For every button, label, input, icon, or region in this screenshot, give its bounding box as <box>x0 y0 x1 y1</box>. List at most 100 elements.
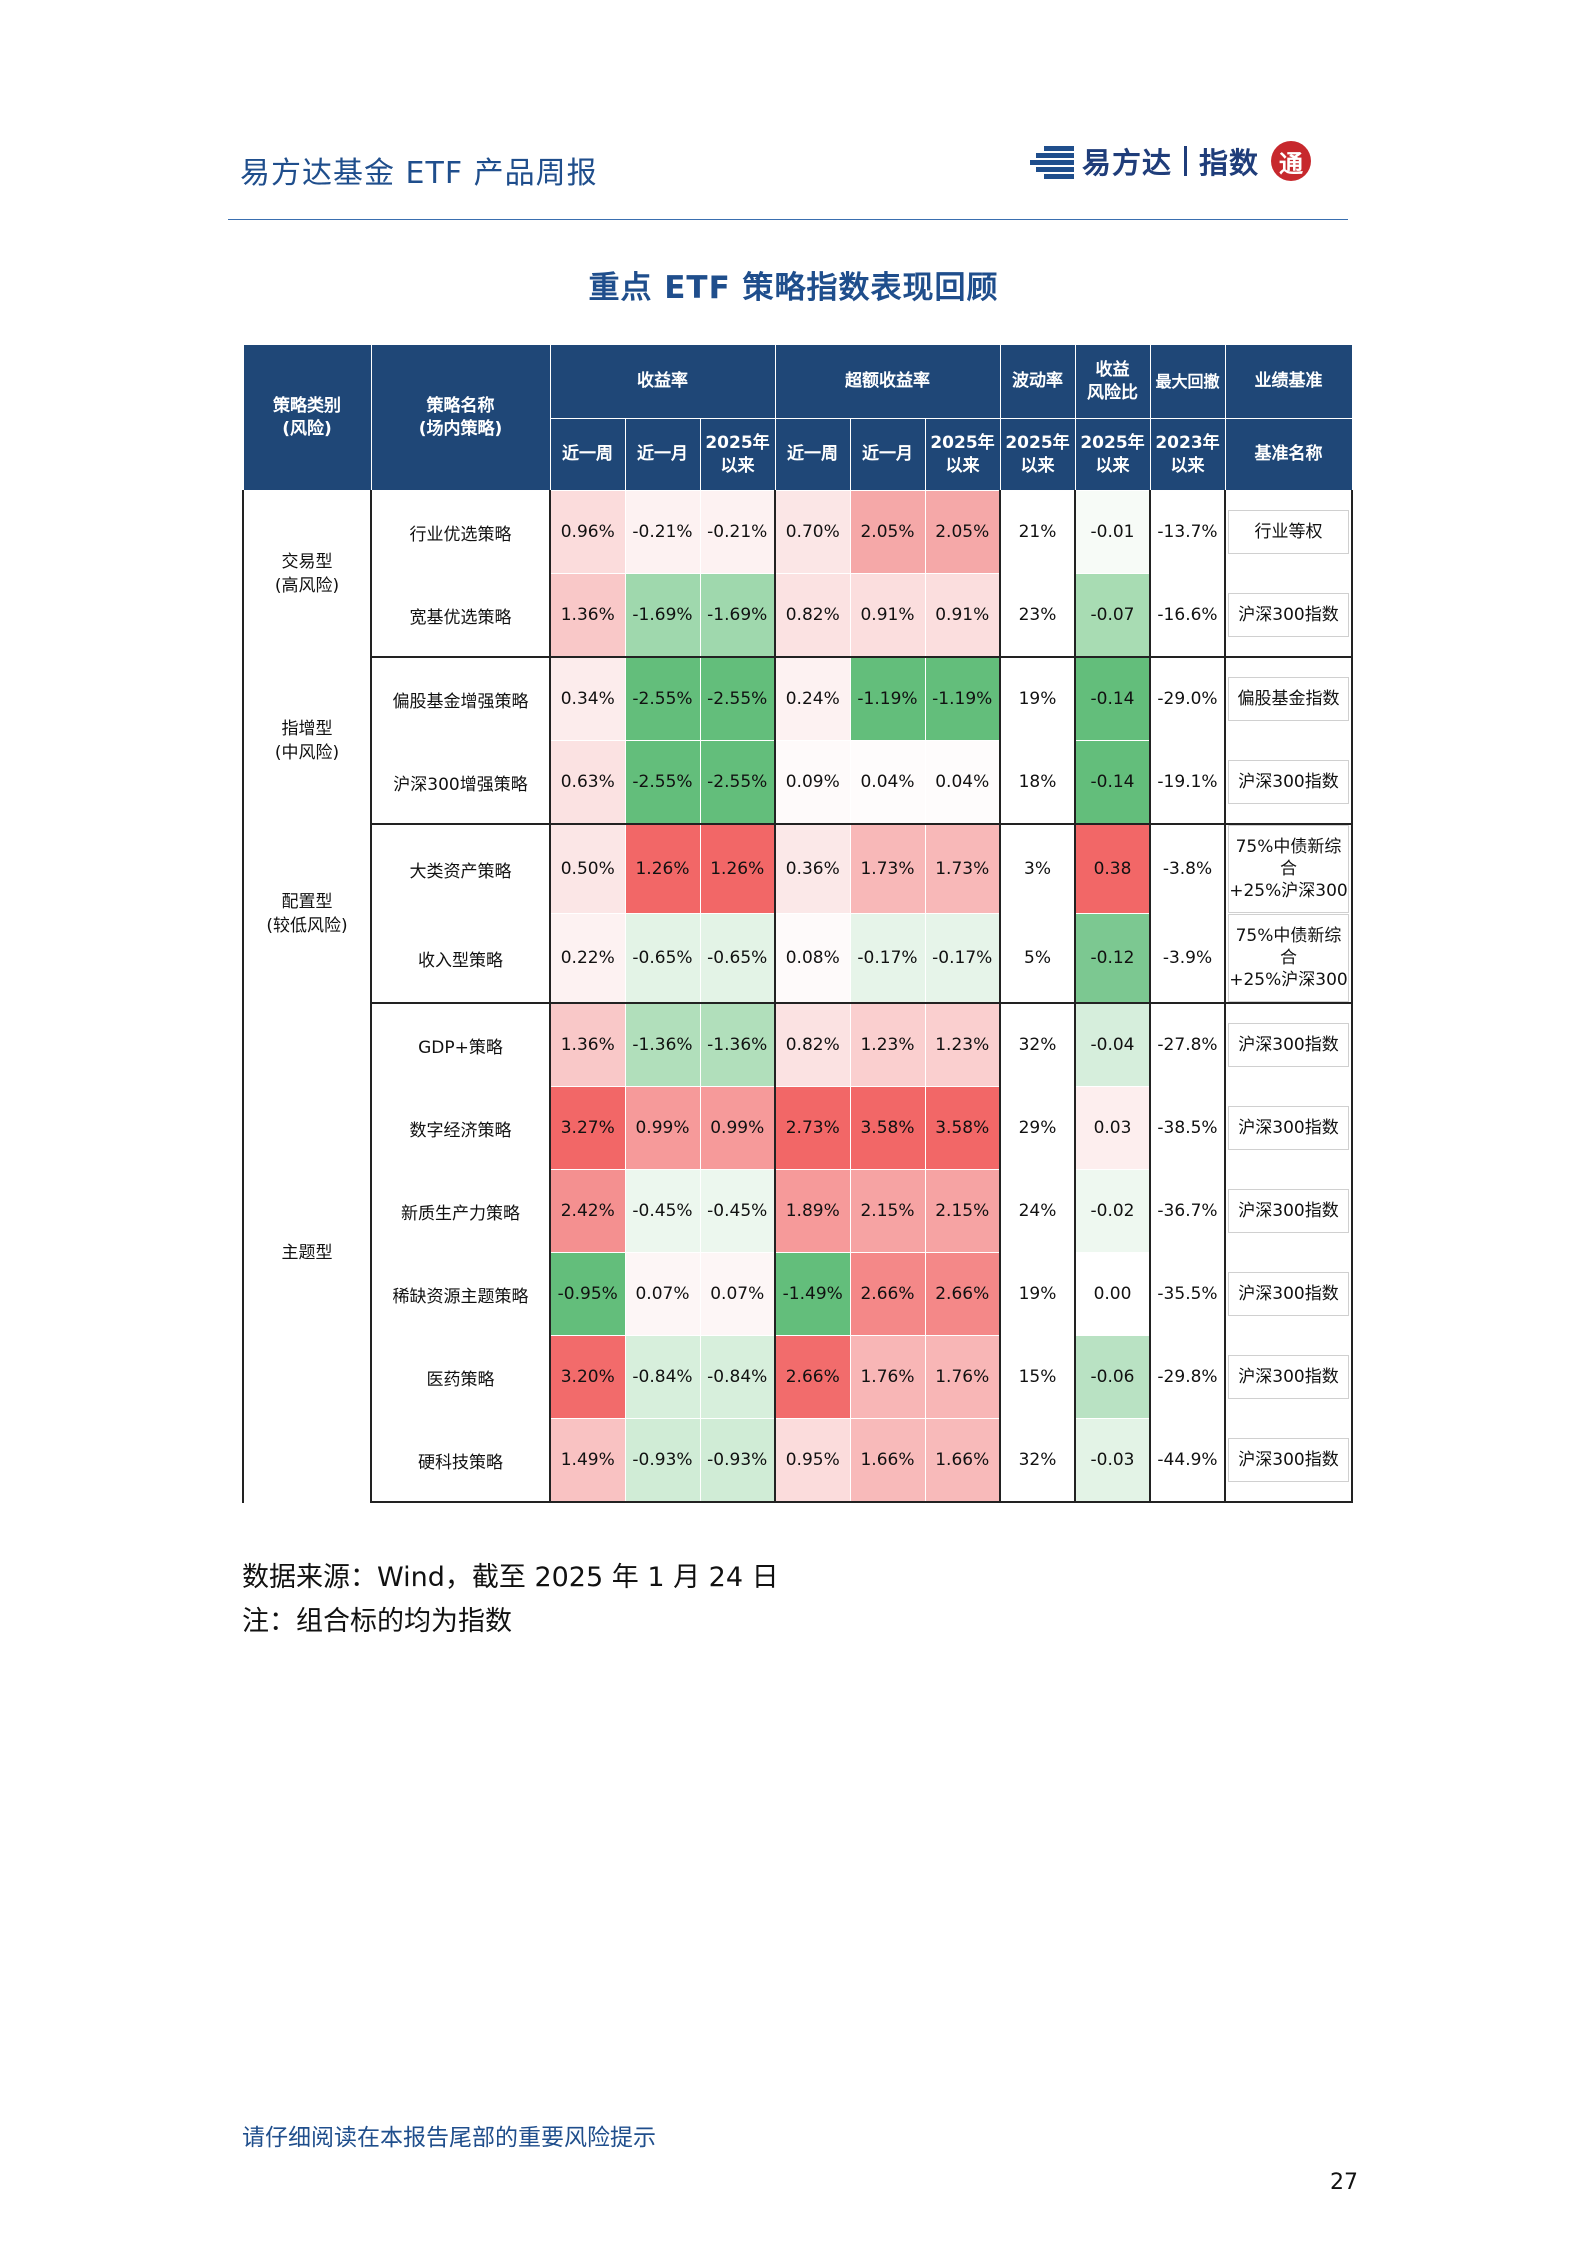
data-source-note: 数据来源：Wind，截至 2025 年 1 月 24 日 <box>242 1562 779 1593</box>
return-ytd-cell: 0.99% <box>700 1086 776 1170</box>
excess-ytd-cell: 1.73% <box>925 824 1001 914</box>
excess-ytd-cell: 2.66% <box>925 1252 1001 1336</box>
return-week-cell: 1.36% <box>550 573 626 658</box>
benchmark-name: 沪深300指数 <box>1228 593 1349 637</box>
benchmark-cell: 偏股基金指数 <box>1225 657 1353 741</box>
logo-brand-text: 易方达 <box>1082 146 1173 180</box>
strategy-name-cell: 医药策略 <box>371 1335 551 1419</box>
header-return-risk-ratio: 收益 风险比 <box>1074 344 1151 419</box>
benchmark-cell: 75%中债新综合 +25%沪深300 <box>1225 824 1353 914</box>
return-month-cell: -1.69% <box>625 573 701 658</box>
subheader-volatility-ytd: 2025年 以来 <box>999 418 1076 491</box>
excess-month-cell: 2.05% <box>850 490 926 574</box>
benchmark-cell: 75%中债新综合 +25%沪深300 <box>1225 913 1353 1004</box>
subheader-return-month: 近一月 <box>624 418 701 491</box>
excess-month-cell: 3.58% <box>850 1086 926 1170</box>
header-benchmark: 业绩基准 <box>1224 344 1353 419</box>
table-row: 硬科技策略 1.49% -0.93% -0.93% 0.95% 1.66% 1.66% 32%… <box>243 1418 1353 1503</box>
logo-separator <box>1184 146 1188 176</box>
page-title: 重点 ETF 策略指数表现回顾 <box>588 270 999 306</box>
return-month-cell: -0.84% <box>625 1335 701 1419</box>
excess-week-cell: 0.09% <box>775 740 851 825</box>
excess-month-cell: 0.91% <box>850 573 926 658</box>
excess-ytd-cell: 2.15% <box>925 1169 1001 1253</box>
subheader-return-ytd: 2025年 以来 <box>699 418 776 491</box>
return-ytd-cell: -2.55% <box>700 657 776 741</box>
max-drawdown-cell: -36.7% <box>1150 1169 1226 1253</box>
excess-month-cell: 1.23% <box>850 1003 926 1087</box>
benchmark-cell: 行业等权 <box>1225 490 1353 574</box>
return-month-cell: -0.21% <box>625 490 701 574</box>
max-drawdown-cell: -16.6% <box>1150 573 1226 658</box>
volatility-cell: 5% <box>1000 913 1076 1004</box>
return-week-cell: 0.50% <box>550 824 626 914</box>
return-week-cell: 1.49% <box>550 1418 626 1503</box>
volatility-cell: 29% <box>1000 1086 1076 1170</box>
excess-month-cell: -0.17% <box>850 913 926 1004</box>
table-row: 数字经济策略 3.27% 0.99% 0.99% 2.73% 3.58% 3.58% 29% 0… <box>243 1086 1353 1170</box>
return-week-cell: 2.42% <box>550 1169 626 1253</box>
return-ytd-cell: -0.93% <box>700 1418 776 1503</box>
return-week-cell: 0.96% <box>550 490 626 574</box>
excess-week-cell: 0.82% <box>775 573 851 658</box>
subheader-excess-ytd: 2025年 以来 <box>924 418 1001 491</box>
return-week-cell: 0.34% <box>550 657 626 741</box>
max-drawdown-cell: -19.1% <box>1150 740 1226 825</box>
excess-ytd-cell: 0.91% <box>925 573 1001 658</box>
excess-week-cell: 2.73% <box>775 1086 851 1170</box>
excess-month-cell: 2.66% <box>850 1252 926 1336</box>
excess-ytd-cell: 2.05% <box>925 490 1001 574</box>
return-ytd-cell: -2.55% <box>700 740 776 825</box>
header-max-drawdown: 最大回撤 <box>1149 344 1226 419</box>
benchmark-cell: 沪深300指数 <box>1225 740 1353 825</box>
return-month-cell: -0.93% <box>625 1418 701 1503</box>
excess-week-cell: -1.49% <box>775 1252 851 1336</box>
strategy-name-cell: 沪深300增强策略 <box>371 740 551 825</box>
excess-week-cell: 0.24% <box>775 657 851 741</box>
return-ytd-cell: 0.07% <box>700 1252 776 1336</box>
report-title: 易方达基金 ETF 产品周报 <box>240 156 598 191</box>
benchmark-cell: 沪深300指数 <box>1225 573 1353 658</box>
strategy-name-cell: 数字经济策略 <box>371 1086 551 1170</box>
return-risk-ratio-cell: -0.14 <box>1075 657 1151 741</box>
strategy-name-cell: 大类资产策略 <box>371 824 551 914</box>
subheader-return-week: 近一周 <box>549 418 626 491</box>
max-drawdown-cell: -29.8% <box>1150 1335 1226 1419</box>
volatility-cell: 19% <box>1000 1252 1076 1336</box>
return-month-cell: -0.65% <box>625 913 701 1004</box>
return-month-cell: 1.26% <box>625 824 701 914</box>
strategy-name-cell: 宽基优选策略 <box>371 573 551 658</box>
category-cell: 主题型 <box>242 1003 372 1503</box>
index-note: 注：组合标的均为指数 <box>242 1606 512 1637</box>
header-divider <box>228 219 1348 220</box>
return-ytd-cell: -0.21% <box>700 490 776 574</box>
logo-product-text: 指数 <box>1199 146 1260 180</box>
excess-week-cell: 2.66% <box>775 1335 851 1419</box>
benchmark-name: 沪深300指数 <box>1228 1438 1349 1482</box>
max-drawdown-cell: -27.8% <box>1150 1003 1226 1087</box>
notes: 数据来源：Wind，截至 2025 年 1 月 24 日 注：组合标的均为指数 <box>242 1556 779 1644</box>
max-drawdown-cell: -44.9% <box>1150 1418 1226 1503</box>
header-volatility: 波动率 <box>999 344 1076 419</box>
excess-month-cell: 0.04% <box>850 740 926 825</box>
return-week-cell: 0.63% <box>550 740 626 825</box>
return-risk-ratio-cell: -0.07 <box>1075 573 1151 658</box>
excess-week-cell: 0.08% <box>775 913 851 1004</box>
table-row: 医药策略 3.20% -0.84% -0.84% 2.66% 1.76% 1.76% 15% -… <box>243 1335 1353 1419</box>
risk-warning-footer: 请仔细阅读在本报告尾部的重要风险提示 <box>242 2125 656 2151</box>
benchmark-name: 沪深300指数 <box>1228 1272 1349 1316</box>
table-row: 交易型 (高风险) 行业优选策略 0.96% -0.21% -0.21% 0.70% 2.0… <box>242 490 1353 658</box>
table-row: 收入型策略 0.22% -0.65% -0.65% 0.08% -0.17% -0.17% 5… <box>243 913 1353 1004</box>
return-ytd-cell: -0.65% <box>700 913 776 1004</box>
return-month-cell: 0.99% <box>625 1086 701 1170</box>
volatility-cell: 32% <box>1000 1418 1076 1503</box>
table-row: 沪深300增强策略 0.63% -2.55% -2.55% 0.09% 0.04% 0.04… <box>243 740 1353 825</box>
excess-week-cell: 0.36% <box>775 824 851 914</box>
subheader-drawdown-since: 2023年 以来 <box>1149 418 1226 491</box>
header-returns: 收益率 <box>549 344 776 419</box>
excess-month-cell: 1.73% <box>850 824 926 914</box>
return-month-cell: -0.45% <box>625 1169 701 1253</box>
benchmark-name: 75%中债新综合 +25%沪深300 <box>1228 914 1349 1002</box>
table-row: 稀缺资源主题策略 -0.95% 0.07% 0.07% -1.49% 2.66% 2.66%… <box>243 1252 1353 1336</box>
excess-ytd-cell: 3.58% <box>925 1086 1001 1170</box>
